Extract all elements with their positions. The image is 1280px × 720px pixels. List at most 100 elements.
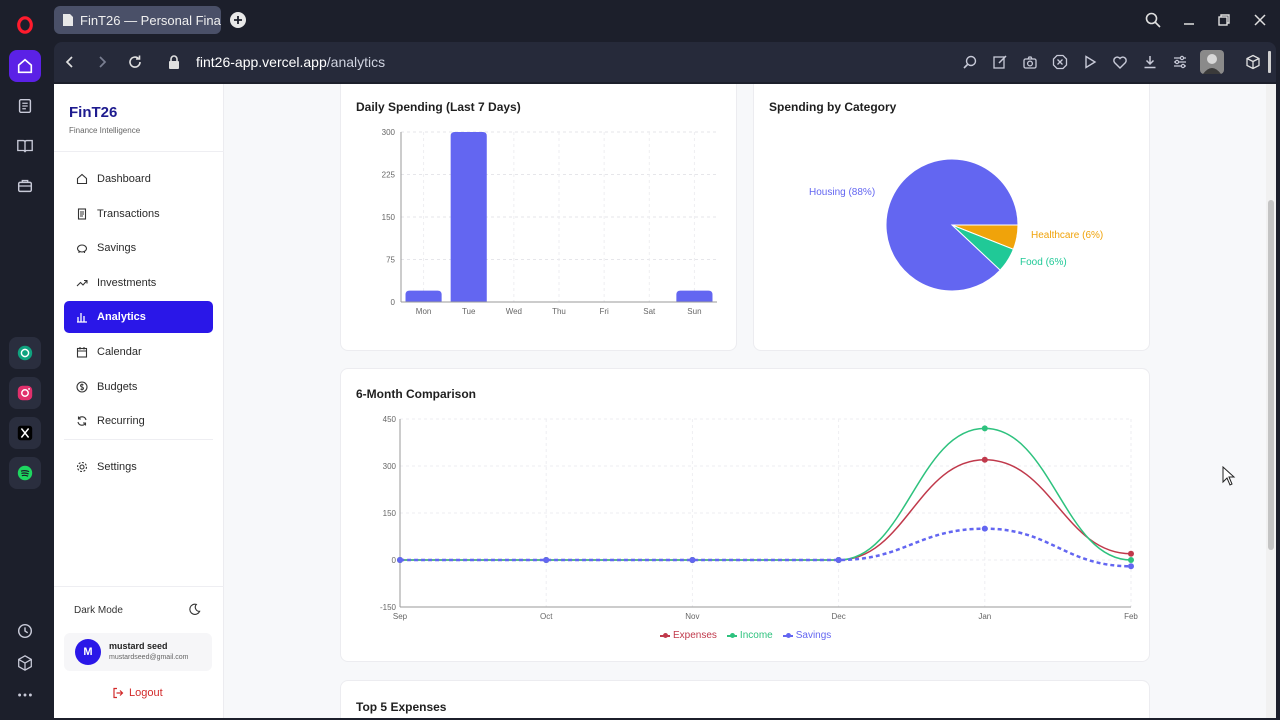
x-tick-label: Tue — [462, 307, 476, 316]
receipt-icon — [77, 208, 87, 220]
opera-logo-icon[interactable] — [9, 9, 41, 41]
y-tick-label: 450 — [383, 415, 397, 424]
more-rail-icon[interactable] — [9, 679, 41, 711]
y-tick-label: 300 — [382, 128, 396, 137]
camera-icon[interactable] — [1022, 54, 1038, 70]
sidebar-item-dashboard[interactable]: Dashboard — [64, 163, 213, 195]
briefcase-rail-icon[interactable] — [9, 170, 41, 202]
page-scrollbar[interactable] — [1266, 84, 1276, 718]
y-tick-label: 0 — [391, 298, 396, 307]
user-profile-card[interactable]: M mustard seed mustardseed@gmail.com — [64, 633, 212, 671]
dollar-circle-icon — [76, 381, 88, 393]
data-point — [835, 557, 842, 563]
reload-icon[interactable] — [127, 54, 143, 70]
pie-label-food: Food (6%) — [1020, 257, 1067, 268]
series-line — [400, 527, 1132, 568]
x-tick-label: Fri — [599, 307, 609, 316]
sidebar-item-label: Dashboard — [97, 173, 151, 185]
mouse-cursor-icon — [1222, 466, 1236, 486]
search-tabs-icon[interactable] — [1144, 11, 1162, 29]
logout-label: Logout — [129, 687, 163, 699]
plus-icon — [234, 16, 242, 24]
tab-title: FinT26 — Personal Finance — [80, 12, 221, 28]
sidebar-item-budgets[interactable]: Budgets — [64, 371, 213, 403]
y-tick-label: 150 — [383, 509, 397, 518]
legend-item-income[interactable]: Income — [726, 630, 773, 641]
download-icon[interactable] — [1142, 54, 1158, 70]
sidebar-item-settings[interactable]: Settings — [64, 451, 213, 483]
extensions-cube-icon[interactable] — [1245, 54, 1261, 70]
sidebar-item-savings[interactable]: Savings — [64, 232, 213, 264]
url-path: /analytics — [326, 54, 386, 70]
avatar: M — [75, 639, 101, 665]
sidebar-handle[interactable] — [1268, 51, 1271, 73]
play-icon[interactable] — [1082, 54, 1098, 70]
sidebar-item-label: Recurring — [97, 415, 145, 427]
data-point — [689, 557, 696, 563]
y-tick-label: 150 — [382, 213, 396, 222]
divider — [54, 586, 224, 587]
sidebar-item-label: Budgets — [97, 381, 138, 393]
divider — [64, 439, 213, 440]
lock-icon[interactable] — [166, 54, 182, 70]
user-name: mustard seed — [109, 641, 168, 651]
adblock-icon[interactable] — [1052, 54, 1068, 70]
tab-strip: FinT26 — Personal Finance — [50, 0, 1280, 40]
logout-icon — [113, 687, 124, 699]
back-icon[interactable] — [62, 54, 78, 70]
x-twitter-rail-icon[interactable] — [9, 417, 41, 449]
sidebar-item-label: Analytics — [97, 311, 146, 323]
sidebar-item-analytics[interactable]: Analytics — [64, 301, 213, 333]
card-title: Top 5 Expenses — [356, 700, 447, 714]
profile-avatar[interactable] — [1200, 50, 1224, 74]
new-tab-button[interactable] — [230, 12, 246, 28]
zoom-search-icon[interactable] — [962, 54, 978, 70]
profile-photo-icon — [1203, 54, 1221, 74]
heart-icon[interactable] — [1112, 54, 1128, 70]
sidebar-item-recurring[interactable]: Recurring — [64, 405, 213, 437]
book-rail-icon[interactable] — [9, 130, 41, 162]
logout-button[interactable]: Logout — [112, 687, 163, 699]
edit-icon[interactable] — [992, 54, 1008, 70]
news-rail-icon[interactable] — [9, 90, 41, 122]
data-point — [981, 425, 988, 432]
x-tick-label: Sat — [643, 307, 656, 316]
sidebar-item-investments[interactable]: Investments — [64, 267, 213, 299]
y-tick-label: 75 — [386, 256, 395, 265]
close-window-icon[interactable] — [1251, 11, 1269, 29]
x-tick-label: Oct — [540, 612, 553, 621]
restore-icon[interactable] — [1215, 11, 1233, 29]
url-host: fint26-app.vercel.app — [196, 54, 327, 70]
sidebar-item-label: Investments — [97, 277, 157, 289]
series-line — [400, 458, 1132, 561]
forward-icon[interactable] — [94, 54, 110, 70]
browser-tab[interactable]: FinT26 — Personal Finance — [54, 6, 221, 34]
scrollbar-thumb[interactable] — [1268, 200, 1274, 550]
legend-item-expenses[interactable]: Expenses — [660, 630, 717, 641]
x-tick-label: Jan — [978, 612, 991, 621]
sidebar-item-calendar[interactable]: Calendar — [64, 336, 213, 368]
sidebar-item-transactions[interactable]: Transactions — [64, 198, 213, 230]
data-point — [1128, 557, 1134, 563]
chart-legend: Expenses Income Savings — [660, 630, 831, 641]
moon-icon[interactable] — [188, 603, 201, 616]
spotify-rail-icon[interactable] — [9, 457, 41, 489]
chatgpt-rail-icon[interactable] — [9, 337, 41, 369]
legend-line-icon — [782, 632, 793, 639]
minimize-icon[interactable] — [1180, 11, 1198, 29]
pie-label-housing: Housing (88%) — [809, 187, 876, 198]
legend-item-savings[interactable]: Savings — [782, 630, 831, 641]
y-tick-label: 300 — [383, 462, 397, 471]
trending-up-icon — [76, 279, 88, 287]
history-rail-icon[interactable] — [9, 615, 41, 647]
home-rail-icon[interactable] — [9, 50, 41, 82]
brand-subtitle: Finance Intelligence — [69, 126, 141, 135]
bar — [450, 132, 487, 302]
url-field[interactable]: fint26-app.vercel.app/analytics — [196, 54, 385, 70]
instagram-rail-icon[interactable] — [9, 377, 41, 409]
brand-logo[interactable]: FinT26 — [69, 104, 118, 121]
address-bar: fint26-app.vercel.app/analytics — [54, 42, 1276, 82]
cube-rail-icon[interactable] — [9, 647, 41, 679]
card-title: 6-Month Comparison — [356, 387, 476, 401]
easy-setup-icon[interactable] — [1172, 54, 1188, 70]
